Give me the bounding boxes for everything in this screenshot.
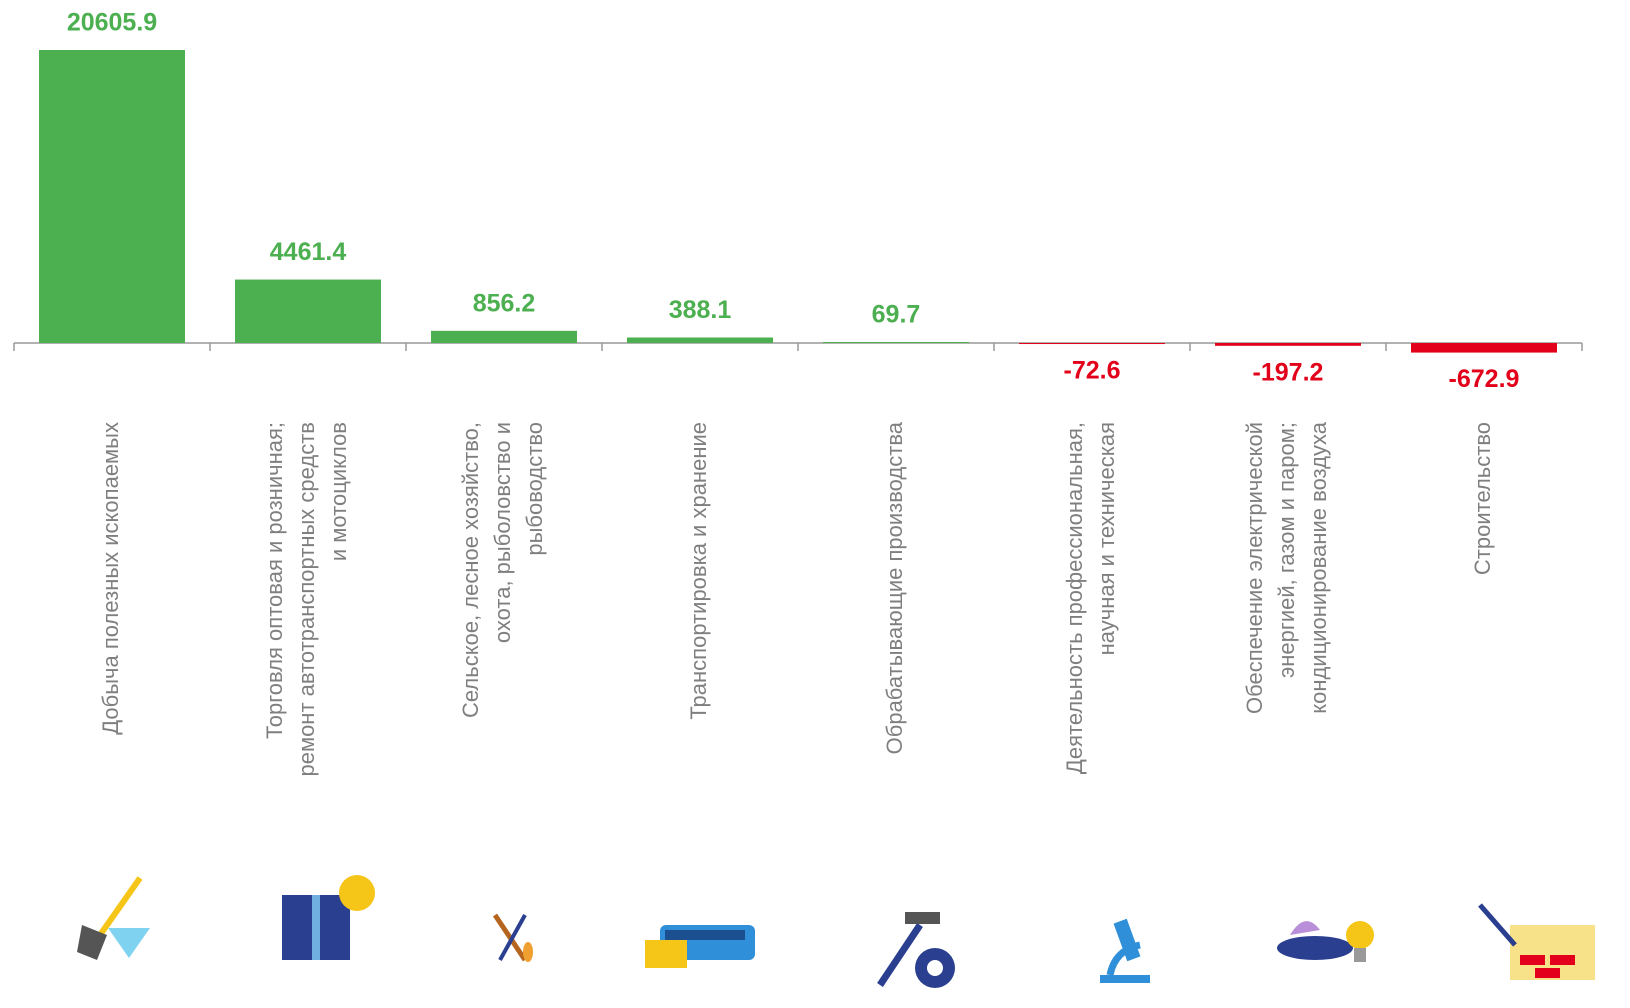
icon-energy [1277, 921, 1374, 962]
category-label: энергией, газом и паром; [1274, 422, 1299, 678]
bar [39, 50, 185, 343]
value-label: 856.2 [473, 289, 536, 317]
category-label: Обрабатывающие производства [882, 421, 907, 754]
bar [823, 342, 969, 344]
bar [235, 279, 381, 343]
icon-transport [645, 925, 755, 968]
category-label: Торговля оптовая и розничная; [262, 422, 287, 739]
value-label: 388.1 [669, 296, 732, 324]
category-label: ремонт автотранспортных средств [294, 422, 319, 777]
icon-construction [1478, 903, 1595, 980]
category-label: Деятельность профессиональная, [1062, 422, 1087, 774]
bar [627, 337, 773, 343]
icon-agri [492, 913, 533, 962]
value-label: -197.2 [1253, 358, 1324, 386]
category-label: Строительство [1470, 422, 1495, 575]
bar [1411, 343, 1557, 353]
value-label: -672.9 [1449, 365, 1520, 393]
category-label: Транспортировка и хранение [686, 422, 711, 720]
category-label: Добыча полезных ископаемых [98, 422, 123, 735]
bar [1019, 343, 1165, 345]
value-label: -72.6 [1064, 357, 1121, 385]
value-label: 4461.4 [270, 238, 347, 266]
bar [431, 330, 577, 343]
bar [1215, 343, 1361, 346]
category-label: и мотоциклов [326, 422, 351, 561]
icon-science [1100, 918, 1150, 983]
category-label: охота, рыболовство и [490, 422, 515, 643]
value-label: 69.7 [872, 301, 921, 329]
value-label: 20605.9 [67, 9, 157, 37]
category-label: Сельское, лесное хозяйство, [458, 422, 483, 718]
icons [77, 875, 1595, 988]
icon-mining [77, 876, 150, 960]
icon-manufacturing [877, 912, 955, 988]
category-label: Обеспечение электрической [1242, 422, 1267, 714]
category-label: научная и техническая [1094, 422, 1119, 655]
icon-trade [282, 875, 375, 960]
category-label: кондиционирование воздуха [1306, 421, 1331, 714]
category-label: рыбоводство [522, 422, 547, 556]
